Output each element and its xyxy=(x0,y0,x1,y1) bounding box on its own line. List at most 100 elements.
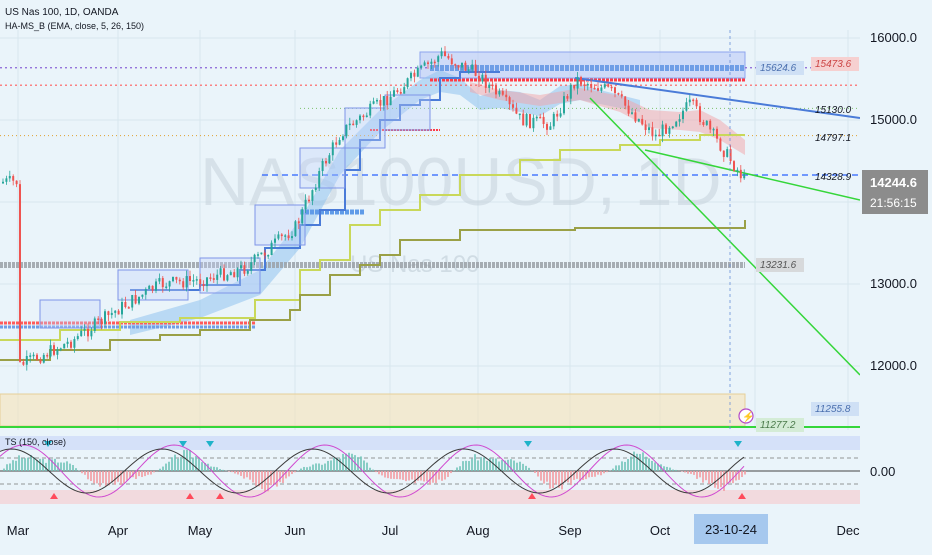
candle xyxy=(216,275,218,280)
osc-bar xyxy=(699,471,701,477)
osc-bar xyxy=(342,454,344,471)
osc-bar xyxy=(168,462,170,471)
osc-bar xyxy=(474,454,476,471)
candle xyxy=(403,87,405,94)
candle xyxy=(420,66,422,68)
osc-bar xyxy=(444,471,446,480)
candle xyxy=(135,295,137,303)
candle xyxy=(379,100,381,106)
osc-bar xyxy=(72,465,74,471)
candle xyxy=(77,336,79,339)
candle xyxy=(80,331,82,336)
osc-bar xyxy=(651,461,653,471)
candle xyxy=(345,125,347,137)
osc-bar xyxy=(480,457,482,471)
osc-bar xyxy=(483,457,485,471)
axis-label-13000: 13000.0 xyxy=(870,276,917,291)
candle xyxy=(33,355,35,357)
candle xyxy=(315,188,317,191)
osc-bar xyxy=(357,457,359,471)
candle xyxy=(628,106,630,114)
osc-bar xyxy=(453,470,455,471)
candle xyxy=(335,142,337,144)
osc-bar xyxy=(366,463,368,471)
candle xyxy=(101,319,103,324)
candle xyxy=(509,97,511,104)
candle xyxy=(254,255,256,262)
osc-bar xyxy=(438,471,440,480)
candle xyxy=(196,279,198,281)
osc-bar xyxy=(216,467,218,471)
label-14797: 14797.1 xyxy=(815,133,851,144)
candle xyxy=(145,289,147,295)
osc-bar xyxy=(639,454,641,471)
osc-bar xyxy=(165,464,167,471)
candle xyxy=(298,221,300,223)
candle xyxy=(12,176,14,181)
time-label-jul: Jul xyxy=(382,523,399,538)
osc-bar xyxy=(534,471,536,473)
osc-bar xyxy=(555,471,557,485)
candle xyxy=(726,149,728,157)
osc-bar xyxy=(27,458,29,471)
osc-bar xyxy=(456,467,458,471)
osc-bar xyxy=(549,471,551,489)
osc-bar xyxy=(741,471,743,477)
candle xyxy=(736,170,738,172)
candle xyxy=(522,114,524,126)
candle xyxy=(546,124,548,130)
osc-bar xyxy=(75,468,77,471)
candle xyxy=(743,174,745,178)
osc-bar xyxy=(372,470,374,471)
osc-bar xyxy=(201,462,203,471)
candle xyxy=(665,125,667,134)
osc-bar xyxy=(114,471,116,485)
candle xyxy=(60,348,62,350)
candle xyxy=(356,120,358,125)
osc-bar xyxy=(615,465,617,471)
candle xyxy=(213,278,215,280)
candle xyxy=(247,271,249,274)
candle xyxy=(43,355,45,363)
candle xyxy=(19,184,21,362)
candle xyxy=(271,243,273,255)
candle xyxy=(84,329,86,331)
candle xyxy=(277,234,279,238)
candle xyxy=(713,129,715,131)
time-label-oct: Oct xyxy=(650,523,671,538)
osc-bar xyxy=(48,458,50,471)
osc-bar xyxy=(654,462,656,471)
candle xyxy=(250,262,252,271)
candle xyxy=(369,104,371,116)
osc-bar xyxy=(144,471,146,476)
channel-box xyxy=(40,300,100,328)
candle xyxy=(590,84,592,88)
osc-bar xyxy=(153,471,155,472)
osc-bar xyxy=(690,471,692,474)
osc-bar xyxy=(90,471,92,481)
osc-bar xyxy=(318,463,320,471)
candle xyxy=(111,313,113,315)
candle xyxy=(376,100,378,102)
candle xyxy=(451,58,453,64)
label-15130: 15130.0 xyxy=(815,105,852,116)
osc-bar xyxy=(552,471,554,488)
candle xyxy=(63,344,65,348)
osc-bar xyxy=(99,471,101,487)
candle xyxy=(478,76,480,82)
candle xyxy=(444,51,446,56)
candle xyxy=(447,56,449,58)
osc-bar xyxy=(687,471,689,474)
candle xyxy=(199,279,201,284)
candle xyxy=(36,355,38,360)
osc-bar xyxy=(465,461,467,471)
osc-bar xyxy=(546,471,548,482)
candle xyxy=(288,235,290,238)
candle xyxy=(97,318,99,320)
candle xyxy=(240,265,242,268)
osc-bar xyxy=(567,471,569,482)
slow-step-line xyxy=(0,220,745,360)
candle xyxy=(740,170,742,178)
osc-bar xyxy=(411,471,413,479)
